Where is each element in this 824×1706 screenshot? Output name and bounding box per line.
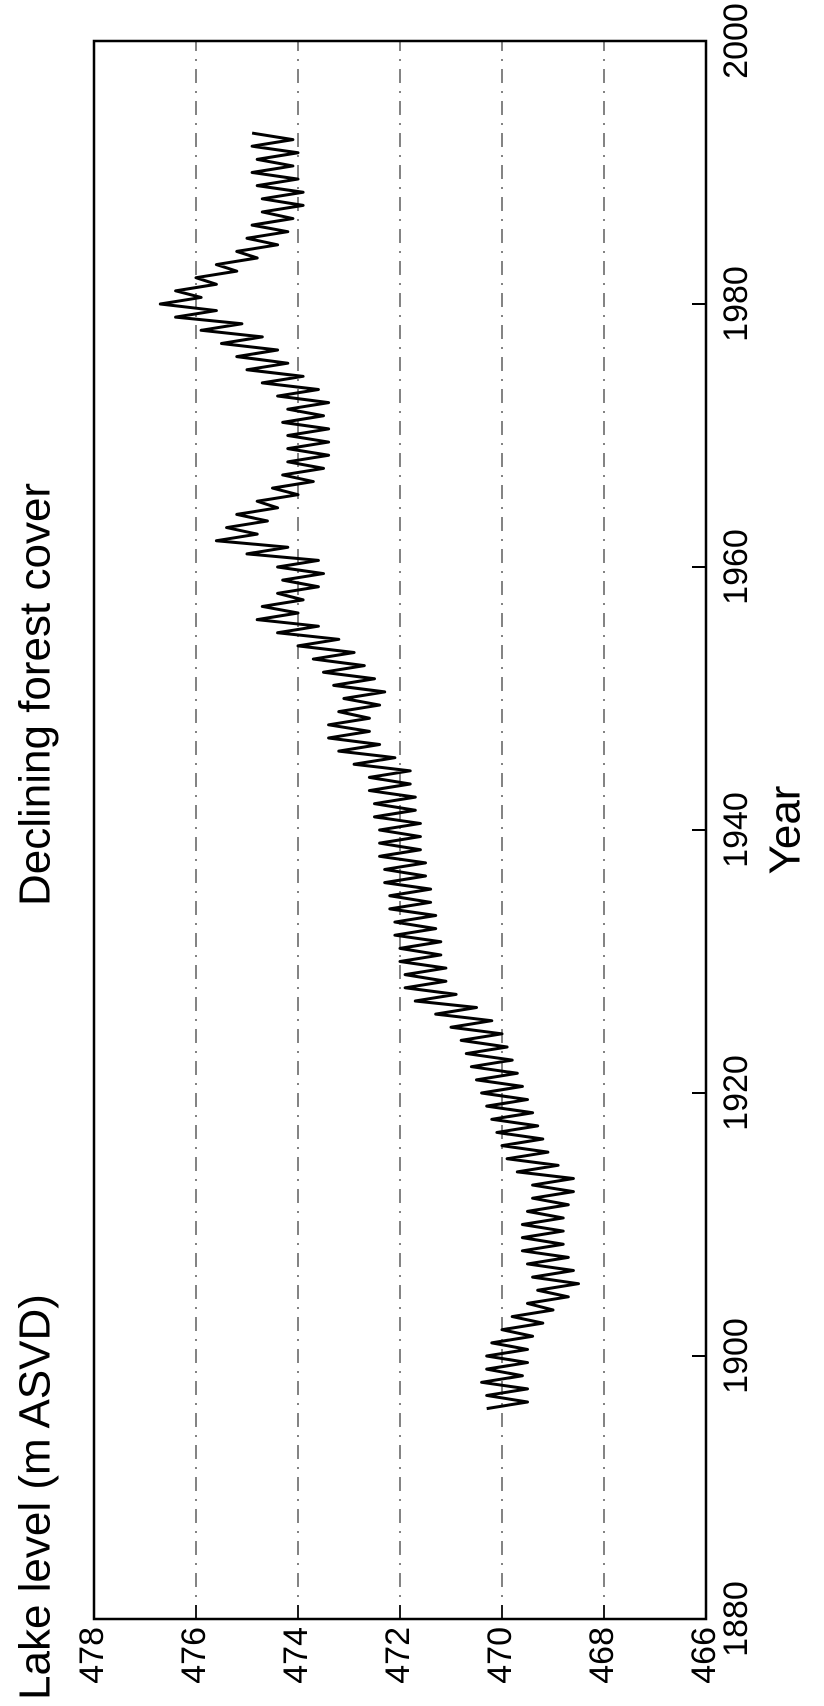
y-tick-label: 466	[685, 1627, 723, 1684]
y-tick-label: 476	[175, 1627, 213, 1684]
y-axis-label: Lake level (m ASVD)	[11, 1294, 60, 1700]
plot-frame	[92, 39, 708, 1621]
x-tick-label: 2000	[717, 3, 755, 79]
y-tick-label: 478	[73, 1627, 111, 1684]
y-tick-label: 468	[583, 1627, 621, 1684]
x-axis-label: Year	[761, 786, 810, 875]
x-tick-label: 1880	[717, 1581, 755, 1657]
x-tick-label: 1960	[717, 529, 755, 605]
rotated-plot: Lake level (m ASVD) Declining forest cov…	[11, 3, 810, 1700]
chart-title: Declining forest cover	[11, 483, 60, 906]
y-tick-label: 472	[379, 1627, 417, 1684]
y-tick-label: 470	[481, 1627, 519, 1684]
x-tick-label: 1920	[717, 1055, 755, 1131]
x-tick-label: 1980	[717, 266, 755, 342]
x-tick-label: 1900	[717, 1318, 755, 1394]
data-line	[158, 131, 580, 1411]
x-tick-label: 1940	[717, 792, 755, 868]
y-tick-label: 474	[277, 1627, 315, 1684]
